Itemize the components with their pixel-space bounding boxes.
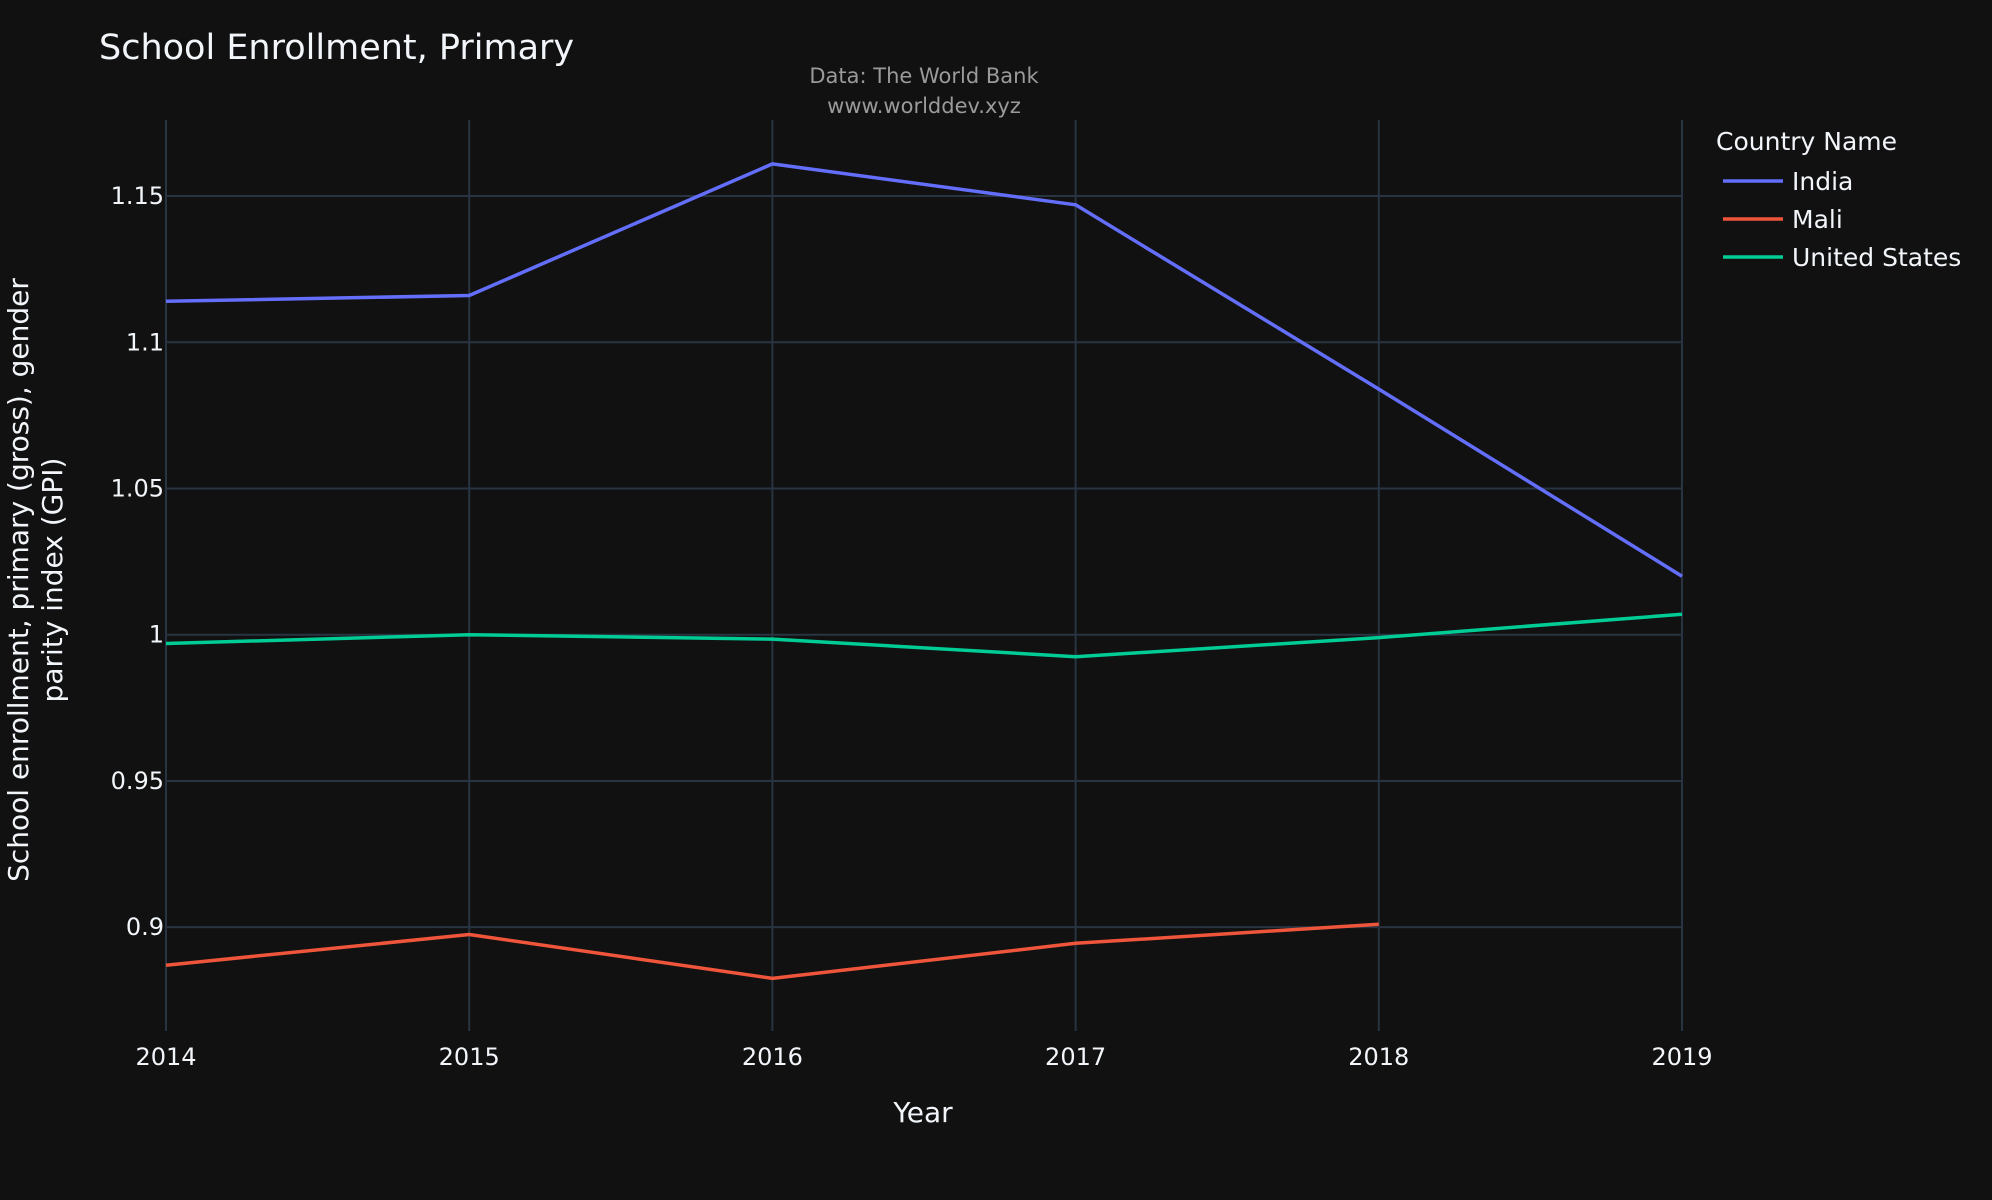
chart-subtitle-source: Data: The World Bank — [809, 64, 1039, 88]
y-axis-title-line-2: parity index (GPI) — [36, 458, 69, 703]
x-tick-label: 2019 — [1651, 1043, 1712, 1071]
legend-label-united-states[interactable]: United States — [1792, 243, 1961, 272]
x-tick-label: 2018 — [1348, 1043, 1409, 1071]
y-tick-label: 0.95 — [111, 767, 164, 795]
x-tick-label: 2015 — [439, 1043, 500, 1071]
legend-label-india[interactable]: India — [1792, 167, 1853, 196]
series-line-india — [165, 162, 1683, 578]
legend-label-mali[interactable]: Mali — [1792, 205, 1843, 234]
y-axis-title-line-1: School enrollment, primary (gross), gend… — [2, 278, 35, 882]
x-tick-label: 2014 — [135, 1043, 196, 1071]
y-tick-label: 1.1 — [126, 328, 164, 356]
series-lines — [165, 162, 1683, 981]
x-axis-title: Year — [892, 1096, 953, 1129]
legend: Country Name India Mali United States — [1716, 127, 1961, 272]
y-tick-label: 1 — [149, 621, 164, 649]
y-tick-label: 1.15 — [111, 182, 164, 210]
y-tick-label: 1.05 — [111, 474, 164, 502]
x-tick-labels: 2014 2015 2016 2017 2018 2019 — [135, 1043, 1712, 1071]
y-axis-title: School enrollment, primary (gross), gend… — [2, 278, 69, 882]
y-tick-labels: 0.9 0.95 1 1.05 1.1 1.15 — [111, 182, 164, 941]
legend-title: Country Name — [1716, 127, 1897, 156]
chart-title: School Enrollment, Primary — [99, 28, 574, 68]
y-tick-label: 0.9 — [126, 913, 164, 941]
series-line-united-states — [165, 612, 1683, 659]
x-tick-label: 2016 — [742, 1043, 803, 1071]
series-line-mali — [165, 922, 1379, 981]
x-tick-label: 2017 — [1045, 1043, 1106, 1071]
chart-subtitle-url: www.worlddev.xyz — [827, 94, 1021, 118]
